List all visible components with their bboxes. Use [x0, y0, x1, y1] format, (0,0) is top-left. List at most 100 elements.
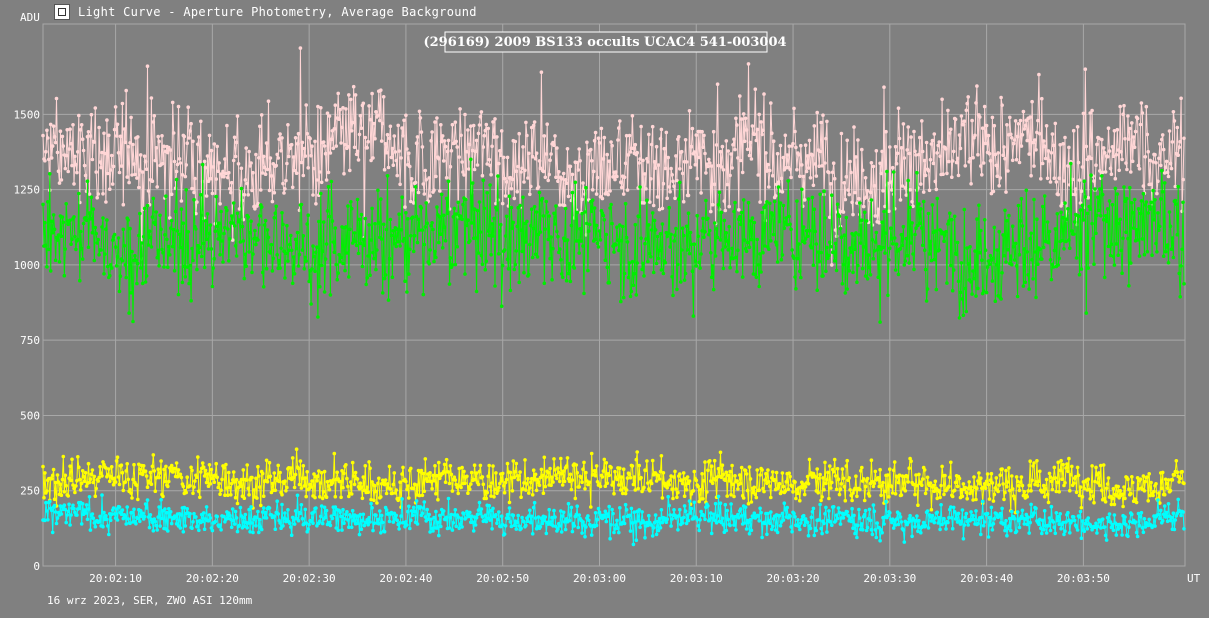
- data-point: [565, 147, 570, 151]
- data-point: [701, 497, 705, 501]
- data-point: [115, 455, 120, 460]
- data-point: [721, 266, 726, 271]
- data-point: [455, 145, 460, 149]
- data-point: [536, 480, 541, 485]
- data-point: [960, 297, 965, 301]
- data-point: [200, 519, 205, 524]
- data-point: [744, 527, 749, 531]
- data-point: [555, 476, 559, 481]
- data-point: [350, 508, 355, 513]
- data-point: [973, 133, 977, 138]
- data-point: [805, 234, 810, 239]
- data-point: [559, 258, 563, 262]
- data-point: [312, 166, 316, 171]
- data-point: [1085, 157, 1090, 162]
- data-point: [236, 162, 241, 166]
- data-point: [521, 486, 525, 491]
- data-point: [234, 477, 239, 482]
- data-point: [154, 210, 158, 214]
- data-point: [240, 224, 245, 229]
- data-point: [551, 246, 555, 251]
- data-point: [44, 149, 48, 154]
- data-point: [563, 206, 568, 211]
- data-point: [111, 164, 116, 169]
- data-point: [491, 506, 495, 511]
- data-point: [962, 207, 967, 212]
- data-point: [171, 227, 176, 232]
- data-point: [951, 505, 956, 510]
- data-point: [922, 248, 927, 252]
- data-point: [669, 474, 673, 478]
- data-point: [615, 518, 619, 523]
- data-point: [698, 518, 702, 522]
- data-point: [1078, 509, 1083, 514]
- light-curve-app-icon[interactable]: [54, 4, 70, 20]
- data-point: [296, 518, 301, 523]
- data-point: [1004, 190, 1008, 194]
- data-point: [825, 478, 829, 482]
- data-point: [283, 511, 287, 515]
- data-point: [610, 221, 614, 226]
- data-point: [1146, 211, 1150, 215]
- data-point: [598, 238, 603, 242]
- data-point: [433, 464, 437, 468]
- data-point: [1000, 271, 1004, 275]
- data-point: [328, 523, 333, 528]
- data-point: [351, 84, 356, 89]
- data-point: [1003, 528, 1007, 533]
- data-point: [1179, 264, 1183, 268]
- data-point: [758, 252, 762, 256]
- data-point: [149, 96, 154, 100]
- data-point: [679, 149, 684, 154]
- data-point: [367, 515, 371, 520]
- data-point: [338, 259, 342, 264]
- data-point: [883, 251, 887, 255]
- data-point: [208, 516, 213, 520]
- data-point: [63, 247, 68, 251]
- data-point: [209, 148, 214, 153]
- data-point: [99, 165, 103, 170]
- data-point: [1080, 519, 1085, 523]
- data-point: [513, 262, 518, 267]
- data-point: [702, 514, 706, 518]
- data-point: [1104, 538, 1109, 542]
- data-point: [836, 506, 841, 510]
- data-point: [1121, 112, 1125, 117]
- data-point: [161, 161, 165, 166]
- data-point: [99, 248, 103, 252]
- data-point: [908, 205, 912, 210]
- data-point: [1088, 207, 1092, 211]
- data-point: [152, 469, 157, 473]
- data-point: [534, 151, 539, 155]
- data-point: [475, 208, 480, 213]
- data-point: [192, 485, 196, 489]
- data-point: [1054, 180, 1059, 184]
- data-point: [732, 523, 736, 527]
- data-point: [724, 139, 729, 143]
- data-point: [829, 244, 833, 249]
- data-point: [81, 474, 86, 479]
- data-point: [1041, 483, 1046, 488]
- data-point: [964, 490, 969, 495]
- data-point: [92, 258, 97, 263]
- data-point: [173, 209, 178, 214]
- data-point: [619, 488, 623, 492]
- data-point: [1052, 465, 1057, 470]
- data-point: [377, 221, 381, 225]
- data-point: [900, 243, 905, 248]
- data-point: [618, 223, 622, 227]
- data-point: [1034, 506, 1038, 511]
- data-point: [68, 523, 72, 527]
- data-point: [670, 517, 674, 521]
- data-point: [844, 215, 849, 220]
- data-point: [530, 493, 535, 497]
- data-point: [144, 506, 149, 510]
- data-point: [1130, 121, 1134, 125]
- data-point: [908, 513, 912, 518]
- data-point: [1071, 128, 1076, 133]
- data-point: [818, 149, 822, 154]
- data-point: [1011, 244, 1016, 249]
- data-point: [787, 214, 791, 219]
- data-point: [1026, 489, 1030, 493]
- data-point: [917, 202, 921, 206]
